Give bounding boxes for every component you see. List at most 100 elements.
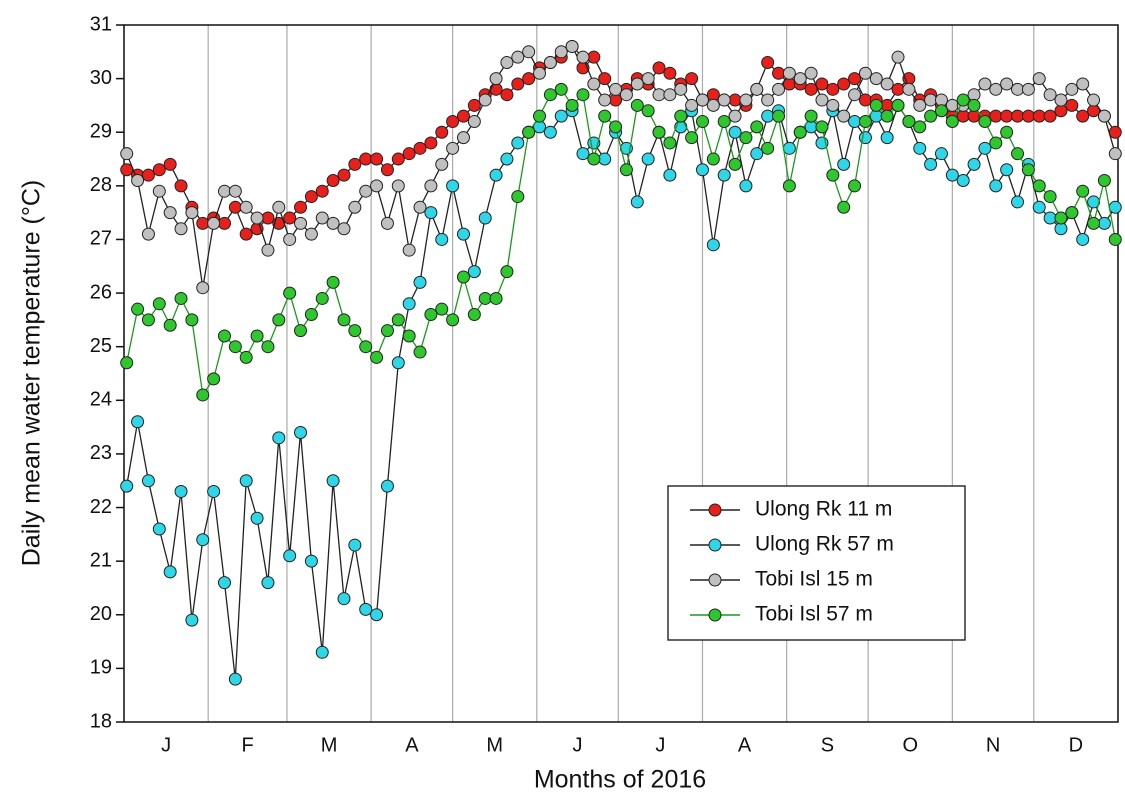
data-point bbox=[1032, 109, 1046, 123]
data-point bbox=[435, 232, 449, 246]
data-point bbox=[804, 66, 818, 80]
data-point bbox=[250, 329, 264, 343]
legend-marker bbox=[708, 573, 722, 587]
data-point bbox=[630, 195, 644, 209]
data-point bbox=[217, 329, 231, 343]
data-point bbox=[326, 216, 340, 230]
data-point bbox=[326, 173, 340, 187]
data-point bbox=[1054, 222, 1068, 236]
data-point bbox=[239, 350, 253, 364]
data-point bbox=[1043, 211, 1057, 225]
data-point bbox=[772, 66, 786, 80]
data-point bbox=[402, 329, 416, 343]
y-tick-label: 27 bbox=[90, 228, 112, 250]
data-point bbox=[772, 109, 786, 123]
data-point bbox=[674, 109, 688, 123]
data-point bbox=[728, 125, 742, 139]
data-point bbox=[163, 206, 177, 220]
data-point bbox=[924, 109, 938, 123]
data-point bbox=[1000, 109, 1014, 123]
data-point bbox=[250, 211, 264, 225]
data-point bbox=[315, 645, 329, 659]
data-point bbox=[663, 136, 677, 150]
data-point bbox=[652, 88, 666, 102]
data-point bbox=[1108, 125, 1122, 139]
data-point bbox=[543, 88, 557, 102]
data-point bbox=[967, 88, 981, 102]
data-point bbox=[283, 211, 297, 225]
legend: Ulong Rk 11 m Ulong Rk 57 m Tobi Isl 15 m T… bbox=[667, 485, 966, 641]
data-point bbox=[782, 66, 796, 80]
data-point bbox=[152, 163, 166, 177]
data-point bbox=[880, 131, 894, 145]
data-point bbox=[554, 45, 568, 59]
data-point bbox=[511, 190, 525, 204]
data-point bbox=[1076, 232, 1090, 246]
data-point bbox=[196, 281, 210, 295]
data-point bbox=[1043, 88, 1057, 102]
data-point bbox=[902, 115, 916, 129]
data-point bbox=[554, 109, 568, 123]
data-point bbox=[467, 308, 481, 322]
data-point bbox=[641, 72, 655, 86]
data-point bbox=[858, 131, 872, 145]
data-point bbox=[446, 115, 460, 129]
y-tick-label: 31 bbox=[90, 13, 112, 35]
data-point bbox=[869, 98, 883, 112]
data-point bbox=[1065, 206, 1079, 220]
data-point bbox=[1087, 216, 1101, 230]
data-point bbox=[380, 479, 394, 493]
data-point bbox=[446, 313, 460, 327]
data-point bbox=[891, 50, 905, 64]
data-point bbox=[391, 313, 405, 327]
x-tick-label: S bbox=[821, 734, 834, 756]
data-point bbox=[587, 77, 601, 91]
data-point bbox=[467, 98, 481, 112]
y-tick-label: 21 bbox=[90, 549, 112, 571]
data-point bbox=[272, 200, 286, 214]
data-point bbox=[554, 82, 568, 96]
data-point bbox=[880, 109, 894, 123]
data-point bbox=[934, 104, 948, 118]
data-point bbox=[228, 672, 242, 686]
data-point bbox=[1021, 163, 1035, 177]
data-point bbox=[467, 115, 481, 129]
data-point bbox=[1108, 200, 1122, 214]
data-point bbox=[956, 109, 970, 123]
data-point bbox=[1011, 147, 1025, 161]
data-point bbox=[598, 152, 612, 166]
data-point bbox=[380, 216, 394, 230]
x-tick-label: N bbox=[986, 734, 1000, 756]
x-tick-label: J bbox=[161, 734, 171, 756]
y-tick-label: 20 bbox=[90, 603, 112, 625]
data-point bbox=[934, 147, 948, 161]
data-point bbox=[1000, 125, 1014, 139]
data-point bbox=[478, 291, 492, 305]
data-point bbox=[163, 565, 177, 579]
data-point bbox=[456, 270, 470, 284]
x-tick-label: A bbox=[405, 734, 419, 756]
data-point bbox=[348, 324, 362, 338]
data-point bbox=[456, 227, 470, 241]
data-point bbox=[565, 39, 579, 53]
data-point bbox=[424, 206, 438, 220]
data-point bbox=[174, 222, 188, 236]
data-point bbox=[261, 243, 275, 257]
data-point bbox=[456, 131, 470, 145]
data-point bbox=[706, 238, 720, 252]
data-point bbox=[348, 157, 362, 171]
data-point bbox=[956, 173, 970, 187]
data-point bbox=[217, 184, 231, 198]
data-point bbox=[359, 184, 373, 198]
data-point bbox=[1032, 72, 1046, 86]
data-point bbox=[1021, 82, 1035, 96]
data-point bbox=[619, 88, 633, 102]
data-point bbox=[945, 115, 959, 129]
data-point bbox=[359, 152, 373, 166]
y-tick-label: 23 bbox=[90, 442, 112, 464]
data-point bbox=[272, 313, 286, 327]
data-point bbox=[174, 179, 188, 193]
data-point bbox=[239, 474, 253, 488]
data-point bbox=[380, 163, 394, 177]
data-point bbox=[826, 98, 840, 112]
